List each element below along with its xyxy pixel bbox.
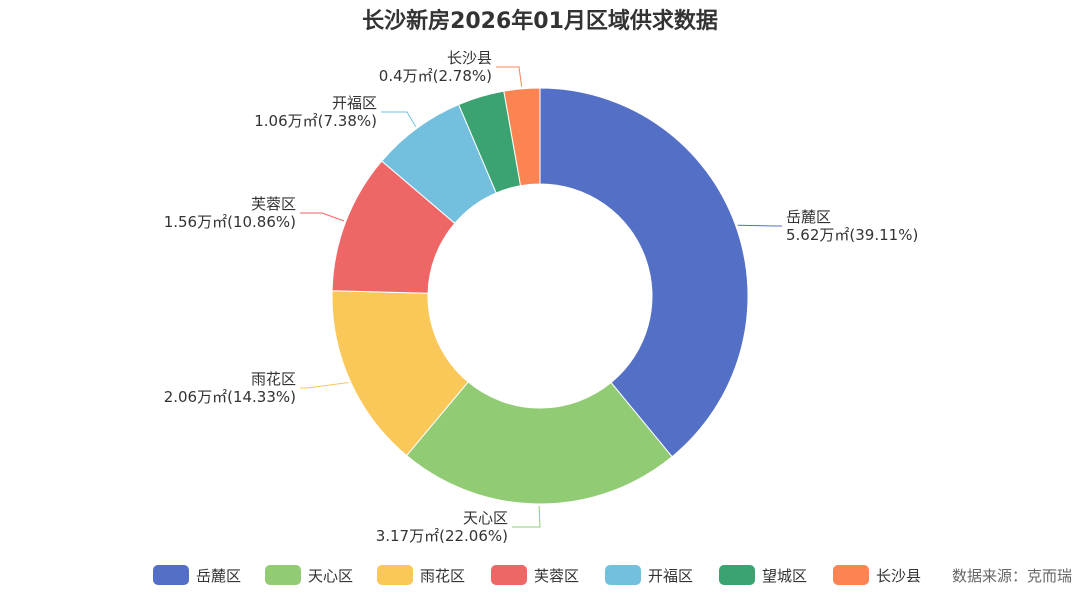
- legend-swatch-6[interactable]: [833, 565, 869, 585]
- source-note: 数据来源：克而瑞: [952, 567, 1072, 585]
- slice-label-name-1: 天心区: [463, 509, 508, 527]
- slice-label-name-2: 雨花区: [251, 370, 296, 388]
- label-line-3: [300, 212, 345, 222]
- legend-label-6[interactable]: 长沙县: [876, 567, 921, 585]
- slice-label-name-4: 开福区: [332, 94, 377, 112]
- slice-label-name-0: 岳麓区: [786, 208, 831, 226]
- legend-item-5[interactable]: 望城区: [719, 565, 807, 585]
- legend-item-6[interactable]: 长沙县: [833, 565, 921, 585]
- slice-label-value-0: 5.62万㎡(39.11%): [786, 226, 918, 244]
- legend-swatch-0[interactable]: [153, 565, 189, 585]
- legend-swatch-1[interactable]: [265, 565, 301, 585]
- legend-item-1[interactable]: 天心区: [265, 565, 353, 585]
- legend-label-4[interactable]: 开福区: [648, 567, 693, 585]
- legend-item-0[interactable]: 岳麓区: [153, 565, 241, 585]
- label-line-0: [737, 224, 782, 227]
- slice-label-name-3: 芙蓉区: [251, 195, 296, 213]
- label-line-2: [300, 382, 349, 389]
- legend-swatch-4[interactable]: [605, 565, 641, 585]
- legend-swatch-2[interactable]: [377, 565, 413, 585]
- slice-label-value-6: 0.4万㎡(2.78%): [379, 67, 492, 85]
- legend-label-3[interactable]: 芙蓉区: [534, 567, 579, 585]
- legend-swatch-5[interactable]: [719, 565, 755, 585]
- slice-label-value-4: 1.06万㎡(7.38%): [254, 112, 377, 130]
- slice-label-value-1: 3.17万㎡(22.06%): [376, 527, 508, 545]
- legend: 岳麓区 天心区 雨花区 芙蓉区 开福区 望城区 长沙县: [153, 565, 921, 585]
- legend-swatch-3[interactable]: [491, 565, 527, 585]
- legend-item-4[interactable]: 开福区: [605, 565, 693, 585]
- legend-label-5[interactable]: 望城区: [762, 567, 807, 585]
- legend-label-0[interactable]: 岳麓区: [196, 567, 241, 585]
- slice-label-value-2: 2.06万㎡(14.33%): [164, 388, 296, 406]
- legend-item-2[interactable]: 雨花区: [377, 565, 465, 585]
- legend-item-3[interactable]: 芙蓉区: [491, 565, 579, 585]
- legend-label-1[interactable]: 天心区: [308, 567, 353, 585]
- label-line-6: [496, 66, 523, 87]
- slice-1[interactable]: [405, 381, 673, 505]
- slice-label-name-6: 长沙县: [447, 49, 492, 67]
- slices-group: [331, 87, 749, 505]
- slice-6[interactable]: [503, 87, 541, 187]
- slice-label-value-3: 1.56万㎡(10.86%): [164, 213, 296, 231]
- chart-title: 长沙新房2026年01月区域供求数据: [362, 8, 718, 34]
- label-line-1: [512, 505, 541, 528]
- legend-label-2[interactable]: 雨花区: [420, 567, 465, 585]
- label-line-4: [381, 111, 417, 127]
- slice-0[interactable]: [539, 87, 749, 458]
